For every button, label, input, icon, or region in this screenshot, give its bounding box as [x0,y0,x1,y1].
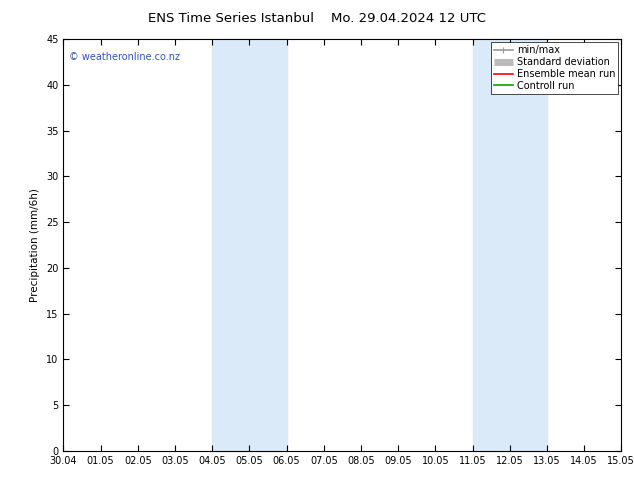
Text: © weatheronline.co.nz: © weatheronline.co.nz [69,51,180,62]
Text: ENS Time Series Istanbul    Mo. 29.04.2024 12 UTC: ENS Time Series Istanbul Mo. 29.04.2024 … [148,12,486,25]
Bar [472,39,547,451]
Bar [212,39,287,451]
Legend: min/max, Standard deviation, Ensemble mean run, Controll run: min/max, Standard deviation, Ensemble me… [491,42,618,94]
Y-axis label: Precipitation (mm/6h): Precipitation (mm/6h) [30,188,41,302]
